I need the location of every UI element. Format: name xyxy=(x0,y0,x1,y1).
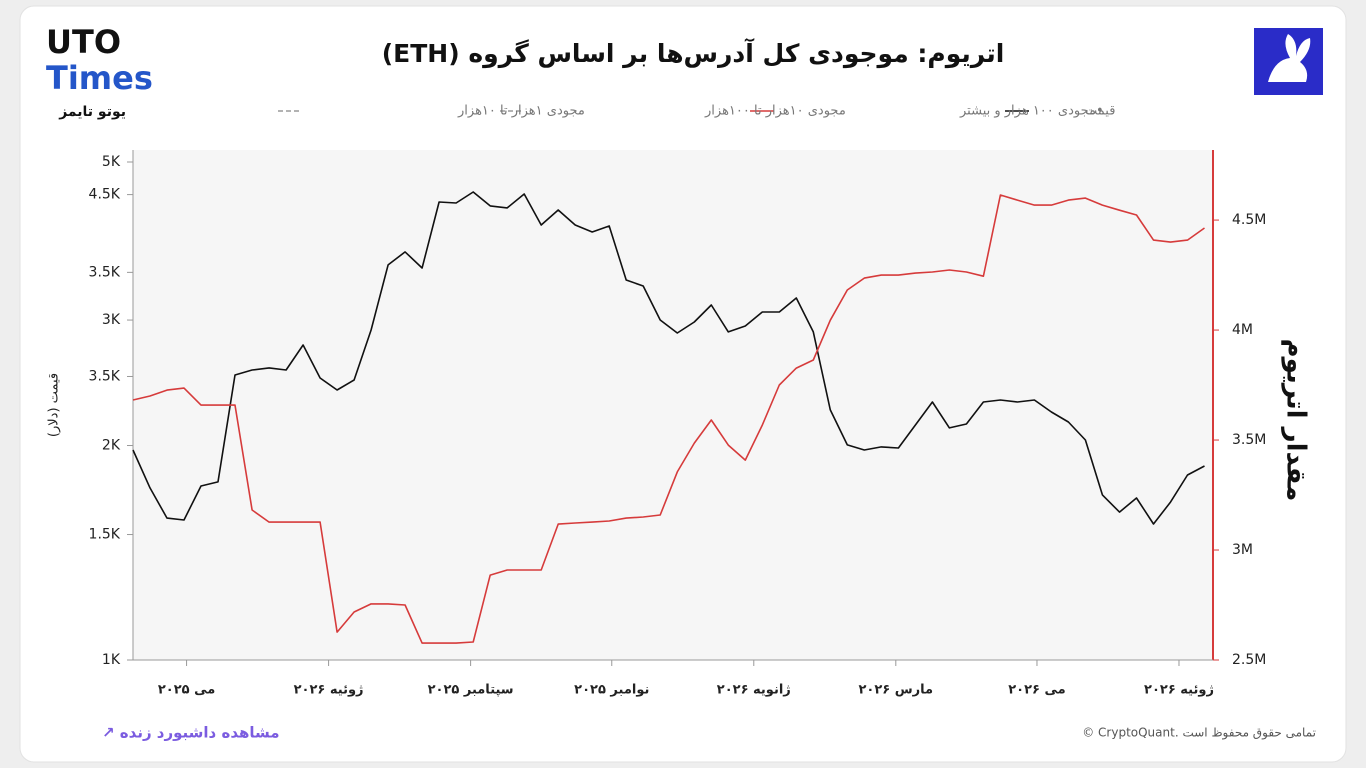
x-tick-label: ژانویه ۲۰۲۶ xyxy=(717,683,791,698)
legend-label: قیمت xyxy=(1085,104,1115,119)
y2-tick-label: 4.5M xyxy=(1232,212,1266,228)
legend-label: •مجودی ۱۰۰ هزار و بیشتر xyxy=(959,104,1104,119)
x-tick-label: می ۲۰۲۵ xyxy=(158,683,215,698)
y2-axis-label: مقدار اتریوم xyxy=(1281,339,1311,502)
series-line xyxy=(132,194,1205,644)
copyright: © CryptoQuant. تمامی حقوق محفوظ است xyxy=(1082,726,1316,741)
x-tick-label: ژوئیه ۲۰۲۶ xyxy=(1144,683,1214,698)
logo-line1: UTO xyxy=(46,23,121,61)
y2-tick-label: 3M xyxy=(1232,542,1253,558)
series-line xyxy=(132,191,1205,525)
x-tick-label: می ۲۰۲۶ xyxy=(1008,683,1065,698)
legend-label: مجودی ۱۰هزار تا ۱۰۰هزار xyxy=(704,104,846,119)
x-tick-label: نوامبر ۲۰۲۵ xyxy=(574,683,649,698)
y-tick-label: 3.5K xyxy=(89,368,121,384)
y-tick-label: 1K xyxy=(102,652,121,668)
y2-tick-label: 3.5M xyxy=(1232,432,1266,448)
legend-label: مجودی ۱هزار تا ۱۰هزار xyxy=(457,104,585,119)
x-tick-label: مارس ۲۰۲۶ xyxy=(858,683,933,698)
chart-title: اتریوم: موجودی کل آدرس‌ها بر اساس گروه (… xyxy=(382,38,1005,69)
y-tick-label: 5K xyxy=(102,154,121,170)
plot-area xyxy=(133,150,1213,660)
brand-icon xyxy=(1254,28,1323,95)
logo-line2: Times xyxy=(46,59,153,97)
y2-tick-label: 4M xyxy=(1232,322,1253,338)
y-tick-label: 2K xyxy=(102,438,121,454)
y-tick-label: 3.5K xyxy=(89,264,121,280)
logo-caption: یوتو تایمز xyxy=(58,104,126,120)
y2-tick-label: 2.5M xyxy=(1232,652,1266,668)
x-tick-label: سپتامبر ۲۰۲۵ xyxy=(428,683,514,698)
y-tick-label: 1.5K xyxy=(89,527,121,543)
y-tick-label: 3K xyxy=(102,312,121,328)
y-axis-label: قیمت (دلار) xyxy=(47,373,62,437)
y-tick-label: 4.5K xyxy=(89,187,121,203)
dashboard-link[interactable]: ↗ مشاهده داشبورد زنده xyxy=(102,724,280,742)
x-tick-label: ژوئیه ۲۰۲۶ xyxy=(294,683,364,698)
